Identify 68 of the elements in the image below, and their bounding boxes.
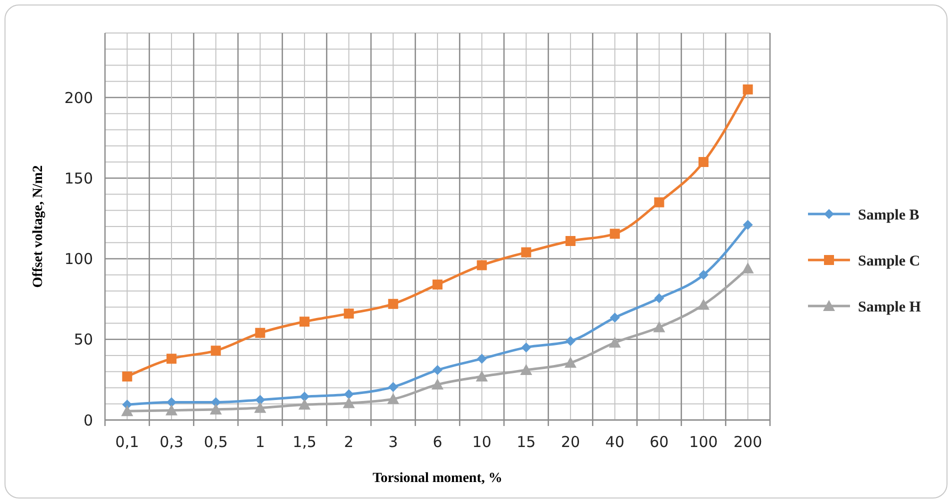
point <box>610 228 620 239</box>
point <box>300 392 310 402</box>
y-axis-title: Offset voltage, N/m2 <box>31 165 46 288</box>
x-tick-label: 200 <box>734 433 762 451</box>
point <box>564 356 576 368</box>
legend-label: Sample C <box>858 253 920 270</box>
point <box>742 84 753 94</box>
x-tick-label: 40 <box>605 433 624 451</box>
point <box>521 247 532 258</box>
point <box>344 389 354 400</box>
y-tick-label: 100 <box>64 250 93 268</box>
point <box>255 328 266 338</box>
x-axis-title: Torsional moment, % <box>372 471 502 486</box>
legend-label: Sample H <box>858 299 922 316</box>
point <box>698 157 708 167</box>
point <box>742 220 753 230</box>
x-tick-label: 1,5 <box>292 433 316 451</box>
point <box>610 312 620 323</box>
point <box>432 280 442 290</box>
point <box>521 342 532 352</box>
y-tick-label: 200 <box>64 88 93 107</box>
x-tick-label: 0,3 <box>160 433 184 451</box>
point <box>520 364 532 376</box>
x-tick-label: 20 <box>560 433 580 451</box>
point <box>653 321 666 332</box>
point <box>566 236 576 246</box>
point <box>255 394 266 405</box>
point <box>122 371 132 382</box>
point <box>608 336 621 348</box>
point <box>432 378 444 390</box>
point <box>698 270 708 280</box>
point <box>166 397 176 408</box>
x-tick-label: 10 <box>472 433 492 451</box>
point <box>254 402 266 413</box>
point <box>298 398 310 410</box>
point <box>121 405 134 416</box>
point <box>654 293 664 304</box>
point <box>166 354 176 364</box>
point <box>344 308 354 319</box>
x-tick-label: 2 <box>344 433 354 451</box>
y-tick-label: 0 <box>83 411 93 430</box>
point <box>387 393 400 404</box>
legend-label: Sample B <box>858 207 920 224</box>
point <box>566 336 576 346</box>
point <box>342 397 355 408</box>
point <box>300 316 310 327</box>
y-tick-label: 150 <box>64 169 93 188</box>
point <box>698 298 710 310</box>
x-tick-label: 1 <box>255 433 265 451</box>
point <box>476 354 487 364</box>
x-tick-label: 6 <box>432 433 442 451</box>
x-tick-label: 15 <box>516 433 536 451</box>
x-tick-label: 0,1 <box>115 433 140 451</box>
point <box>388 382 398 392</box>
point <box>654 197 664 208</box>
point <box>476 370 488 382</box>
point <box>742 262 754 274</box>
point <box>388 298 398 309</box>
x-tick-label: 3 <box>388 433 398 451</box>
point <box>432 365 442 376</box>
point <box>210 404 222 415</box>
point <box>476 260 487 270</box>
y-tick-label: 50 <box>74 330 93 349</box>
point <box>210 346 221 356</box>
x-tick-label: 60 <box>650 433 669 451</box>
x-tick-label: 100 <box>689 433 718 451</box>
x-tick-label: 0,5 <box>204 433 228 451</box>
point <box>166 404 178 416</box>
